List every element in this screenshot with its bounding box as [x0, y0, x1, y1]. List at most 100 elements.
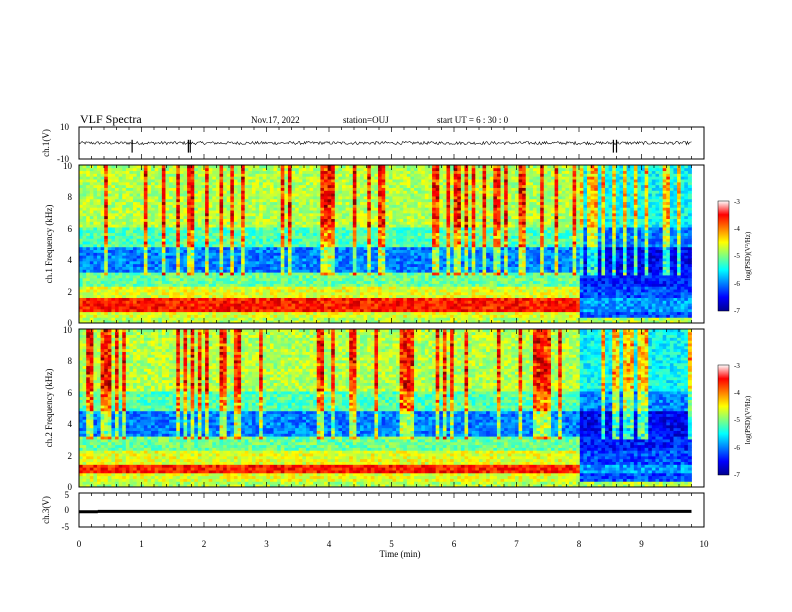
spec1-cell: [374, 314, 379, 318]
spec1-cell: [179, 221, 184, 225]
spec1-cell: [197, 201, 202, 205]
spec1-cell: [309, 258, 314, 262]
spec1-cell: [233, 249, 238, 253]
spec1-cell: [338, 235, 343, 239]
spec1-cell: [363, 260, 368, 265]
spec1-cell: [201, 314, 206, 318]
spec1-cell: [194, 308, 199, 313]
spec1-cell: [165, 269, 170, 273]
spec1-cell: [269, 244, 274, 248]
spec1-cell: [378, 190, 383, 194]
spec1-cell: [97, 283, 102, 287]
spec1-cell: [93, 311, 98, 315]
spec1-cell: [273, 184, 278, 188]
spec1-cell: [208, 300, 213, 304]
spec1-cell: [396, 303, 401, 307]
spec1-cell: [147, 224, 152, 228]
spec1-cell: [374, 218, 379, 222]
spec1-cell: [158, 210, 163, 214]
spec1-cell: [179, 181, 184, 186]
spec1-cell: [385, 165, 390, 169]
spec1-cell: [136, 303, 141, 307]
spec1-cell: [259, 249, 264, 253]
spec1-cell: [176, 229, 181, 234]
spec1-cell: [388, 196, 393, 200]
spec1-cell: [316, 286, 321, 290]
spec1-cell: [291, 176, 296, 180]
spec1-cell: [352, 317, 357, 321]
spec1-cell: [302, 210, 307, 214]
spec1-cell: [370, 212, 375, 217]
spec1-cell: [205, 258, 210, 262]
spec1-cell: [82, 306, 87, 310]
spec1-cell: [169, 291, 174, 296]
spec1-cell: [370, 246, 375, 251]
spec1-cell: [251, 238, 256, 242]
spec1-cell: [212, 173, 217, 177]
spec1-cell: [133, 167, 138, 172]
spec1-cell: [262, 308, 267, 313]
spec1-cell: [302, 260, 307, 265]
spec1-cell: [385, 204, 390, 208]
spec1-cell: [367, 289, 372, 293]
spec1-cell: [269, 308, 274, 313]
spec1-cell: [277, 179, 282, 183]
spec1-cell: [197, 291, 202, 296]
spec1-cell: [345, 176, 350, 180]
spec1-cell: [316, 196, 321, 200]
spec1-cell: [295, 181, 300, 186]
spec1-cell: [269, 241, 274, 245]
spec1-cell: [179, 255, 184, 259]
spec1-cell: [133, 286, 138, 290]
spec1-cell: [115, 204, 120, 208]
spec1-cell: [187, 184, 192, 188]
spec1-cell: [392, 297, 397, 301]
spec1-cell: [349, 317, 354, 321]
spec1-cell: [363, 193, 368, 197]
spec1-cell: [201, 198, 206, 203]
spec1-cell: [327, 184, 332, 188]
spec1-cell: [219, 184, 224, 188]
spec1-cell: [183, 167, 188, 172]
spec1-cell: [215, 244, 220, 248]
spec1-cell: [219, 255, 224, 259]
spec1-cell: [277, 173, 282, 177]
spec1-cell: [100, 263, 105, 267]
spec1-cell: [327, 297, 332, 301]
spec1-cell: [392, 246, 397, 251]
spec1-cell: [89, 314, 94, 318]
spec1-cell: [396, 260, 401, 265]
spec1-cell: [86, 224, 91, 228]
spec1-cell: [226, 289, 231, 293]
spec1-cell: [287, 252, 292, 256]
spec1-cell: [327, 255, 332, 259]
spec1-cell: [378, 277, 383, 282]
spec1-cell: [187, 179, 192, 183]
spec1-cell: [136, 235, 141, 239]
spec1-cell: [147, 252, 152, 256]
spec1-cell: [165, 311, 170, 315]
spec1-cell: [122, 215, 127, 220]
spec1-cell: [100, 218, 105, 222]
spec1-cell: [172, 241, 177, 245]
spec1-cell: [190, 300, 195, 304]
spec1-cell: [309, 196, 314, 200]
spec1-cell: [298, 277, 303, 282]
spec1-cell: [122, 193, 127, 197]
spec1-cell: [133, 269, 138, 273]
spec1-cell: [284, 311, 289, 315]
spec1-cell: [143, 314, 148, 318]
spec1-cell: [104, 269, 109, 273]
spec1-cell: [194, 303, 199, 307]
spec1-cell: [154, 229, 159, 234]
spec1-cell: [89, 297, 94, 301]
spec1-cell: [241, 260, 246, 265]
spec1-cell: [370, 184, 375, 188]
spec1-cell: [305, 201, 310, 205]
spec1-cell: [316, 167, 321, 172]
spec1-cell: [136, 297, 141, 301]
spec1-cell: [197, 207, 202, 211]
spec1-cell: [190, 291, 195, 296]
spec1-cell: [111, 229, 116, 234]
spec1-cell: [208, 297, 213, 301]
